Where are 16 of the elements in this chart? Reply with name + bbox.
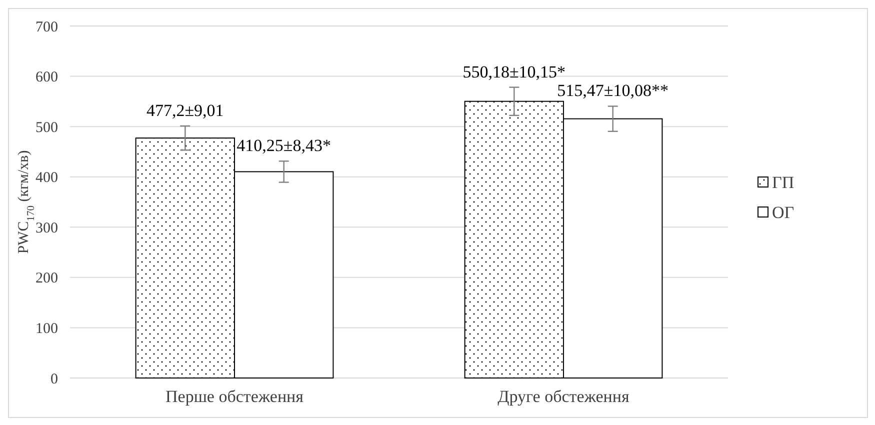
data-label: 477,2±9,01 xyxy=(146,100,224,120)
y-tick-label: 0 xyxy=(50,371,58,388)
x-tick-label: Перше обстеження xyxy=(166,387,304,406)
y-tick-label: 300 xyxy=(36,220,58,236)
legend-label: ОГ xyxy=(772,202,794,222)
y-tick-label: 200 xyxy=(36,270,58,287)
y-tick-label: 400 xyxy=(36,170,58,186)
y-tick-label: 600 xyxy=(36,70,58,86)
data-label: 410,25±8,43* xyxy=(236,136,332,156)
legend-label: ГП xyxy=(772,172,794,192)
y-tick-label: 700 xyxy=(36,19,58,36)
x-tick-label: Друге обстеження xyxy=(498,387,630,406)
y-tick-label: 500 xyxy=(36,120,58,136)
data-label: 515,47±10,08** xyxy=(557,81,669,100)
y-tick-label: 100 xyxy=(36,320,58,337)
data-label: 550,18±10,15* xyxy=(462,62,566,82)
